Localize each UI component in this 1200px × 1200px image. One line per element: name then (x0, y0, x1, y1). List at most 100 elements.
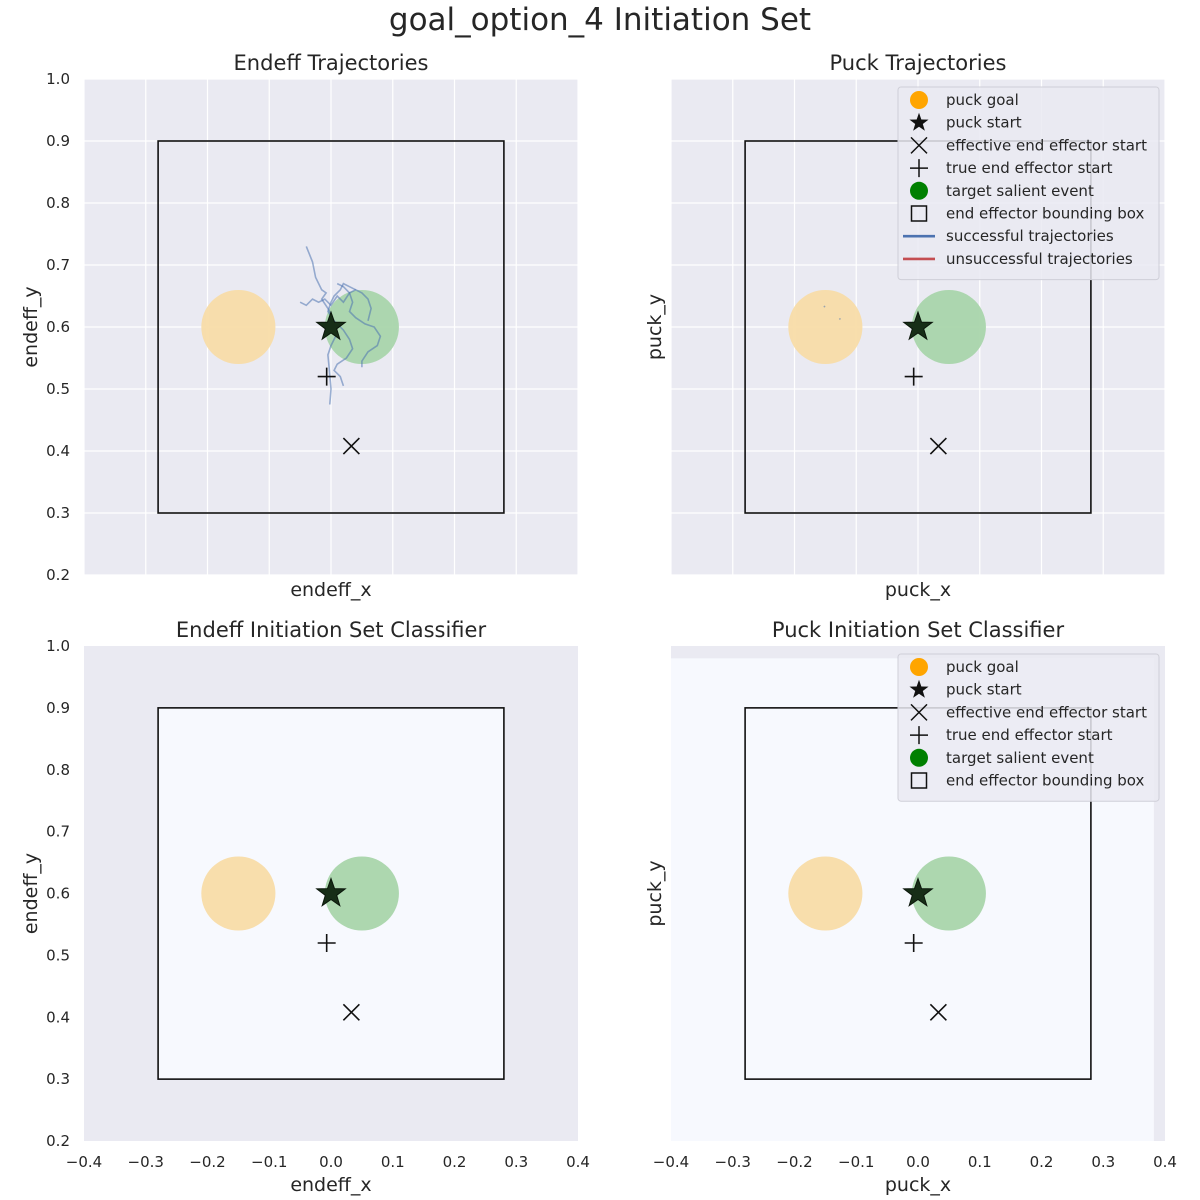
y-tick-label: 0.9 (46, 699, 70, 717)
puck-goal-circle (788, 289, 863, 365)
y-tick-label: 0.6 (46, 885, 70, 903)
legend-frame (897, 86, 1160, 281)
target-salient-event-legend-symbol (910, 748, 928, 767)
legend-label: effective end effector start (946, 703, 1147, 721)
x-tick-label: 0.1 (381, 1153, 405, 1171)
end-effector-bounding-box (157, 707, 505, 1080)
x-tick-label: 0.2 (1030, 1153, 1054, 1171)
legend-label: target salient event (946, 182, 1094, 200)
x-axis-label: endeff_x (290, 1174, 371, 1196)
chart-title: Puck Trajectories (830, 51, 1007, 75)
legend-label: puck start (946, 681, 1022, 699)
chart-panel-3: Endeff Initiation Set Classifier 0.2 0.3 0.… (20, 618, 590, 1196)
true-end-effector-start-marker (317, 367, 336, 386)
successful-trajectory (823, 305, 826, 308)
target-salient-event-circle (911, 289, 986, 365)
y-tick-label: 0.5 (46, 380, 70, 398)
x-axis-label: endeff_x (290, 579, 371, 601)
y-tick-label: 0.8 (46, 194, 70, 212)
x-tick-label: −0.3 (715, 1153, 751, 1171)
puck-start-marker (315, 876, 347, 907)
end-effector-bounding-box (157, 140, 505, 514)
y-tick-label: 0.7 (46, 823, 70, 841)
end-effector-bounding-box-legend-symbol (910, 205, 928, 222)
true-end-effector-start-legend-symbol (910, 159, 928, 178)
target-salient-event-legend-symbol (910, 181, 928, 200)
puck-start-marker (902, 310, 934, 341)
end-effector-bounding-box-legend-symbol (910, 772, 928, 789)
legend-label: unsuccessful trajectories (946, 250, 1133, 268)
x-tick-label: 0.0 (906, 1153, 930, 1171)
puck-goal-legend-symbol (910, 658, 928, 676)
successful-trajectory (299, 288, 372, 321)
x-tick-label: 0.0 (319, 1153, 343, 1171)
x-tick-label: 0.4 (1153, 1153, 1177, 1171)
effective-end-effector-start-marker (929, 1003, 947, 1021)
legend-label: end effector bounding box (946, 205, 1144, 223)
chart-panel-1: Endeff Trajectories 0.2 0.3 0.4 0.5 0.6 0.7 0.8… (20, 51, 579, 601)
figure-title: goal_option_4 Initiation Set (389, 2, 811, 38)
y-tick-label: 0.2 (46, 566, 70, 584)
y-tick-label: 0.3 (46, 504, 70, 522)
chart-panel-2: Puck Trajectories puck_x puck_y puck goalpu… (644, 51, 1166, 601)
x-tick-label: −0.3 (128, 1153, 164, 1171)
legend-frame (897, 653, 1160, 802)
successful-trajectory (838, 317, 841, 320)
legend-label: puck goal (946, 658, 1019, 676)
y-tick-label: 0.5 (46, 946, 70, 964)
effective-end-effector-start-legend-symbol (910, 136, 928, 154)
puck-goal-legend-symbol (910, 91, 928, 109)
x-tick-label: 0.3 (1091, 1153, 1115, 1171)
legend-label: end effector bounding box (946, 772, 1144, 790)
x-tick-label: 0.3 (504, 1153, 528, 1171)
y-tick-label: 0.9 (46, 132, 70, 150)
x-tick-label: 0.1 (968, 1153, 992, 1171)
puck-start-marker (902, 876, 934, 907)
y-axis-label: endeff_y (20, 286, 42, 367)
legend: puck goal puck start effective end effecto… (897, 653, 1160, 802)
legend-label: target salient event (946, 749, 1094, 767)
y-tick-label: 0.3 (46, 1070, 70, 1088)
true-end-effector-start-marker (904, 934, 923, 952)
effective-end-effector-start-legend-symbol (910, 703, 928, 721)
y-tick-label: 0.4 (46, 1008, 70, 1026)
x-tick-label: −0.4 (66, 1153, 102, 1171)
y-tick-label: 1.0 (46, 70, 70, 88)
true-end-effector-start-marker (317, 934, 336, 952)
legend: puck goal puck start effective end effecto… (897, 86, 1160, 281)
x-tick-label: −0.2 (189, 1153, 225, 1171)
chart-panel-4: Puck Initiation Set Classifier −0.4 −0.3 −0… (644, 618, 1177, 1196)
y-axis-label: puck_y (644, 294, 666, 360)
x-axis-label: puck_x (885, 579, 951, 601)
target-salient-event-circle (324, 289, 399, 365)
legend-label: true end effector start (946, 726, 1113, 744)
target-salient-event-circle (911, 856, 986, 931)
y-tick-label: 0.6 (46, 318, 70, 336)
puck-goal-circle (788, 856, 863, 931)
effective-end-effector-start-marker (342, 1003, 360, 1021)
y-axis-label: puck_y (644, 860, 666, 926)
x-tick-label: −0.1 (251, 1153, 287, 1171)
y-tick-label: 0.4 (46, 442, 70, 460)
x-tick-label: −0.2 (776, 1153, 812, 1171)
effective-end-effector-start-marker (342, 437, 360, 455)
puck-start-legend-symbol (909, 679, 929, 698)
x-tick-label: 0.2 (443, 1153, 467, 1171)
puck-goal-circle (201, 856, 276, 931)
true-end-effector-start-legend-symbol (910, 726, 928, 745)
y-tick-label: 0.8 (46, 761, 70, 779)
effective-end-effector-start-marker (929, 437, 947, 455)
puck-goal-circle (201, 289, 276, 365)
legend-label: puck start (946, 114, 1022, 132)
y-tick-label: 0.2 (46, 1132, 70, 1150)
puck-start-marker (315, 310, 347, 341)
legend-label: true end effector start (946, 159, 1113, 177)
x-tick-label: −0.4 (653, 1153, 689, 1171)
legend-label: successful trajectories (946, 227, 1114, 245)
x-axis-label: puck_x (885, 1174, 951, 1196)
successful-trajectory (336, 282, 382, 368)
legend-label: effective end effector start (946, 136, 1147, 154)
chart-title: Puck Initiation Set Classifier (772, 618, 1065, 642)
x-tick-label: −0.1 (838, 1153, 874, 1171)
